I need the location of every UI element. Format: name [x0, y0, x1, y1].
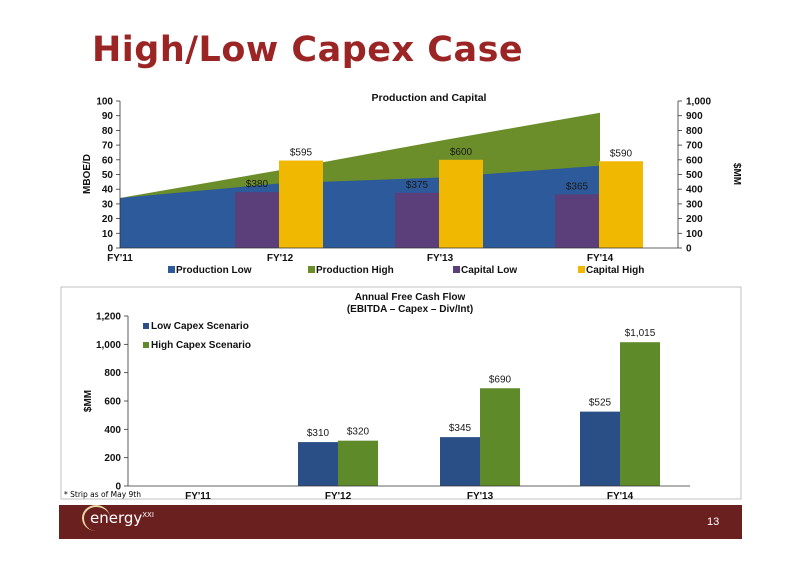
y2-tick-label: 700: [686, 141, 703, 152]
legend-label: Low Capex Scenario: [151, 321, 249, 332]
x-tick-label: FY'12: [325, 491, 352, 502]
bar-low-capex-scenario: [580, 411, 620, 486]
legend-label: High Capex Scenario: [151, 340, 251, 351]
legend-label: Capital Low: [461, 265, 517, 276]
chart-title: Production and Capital: [372, 92, 487, 104]
legend-swatch: [453, 266, 460, 273]
bar-low-capex-scenario: [440, 437, 480, 486]
y-tick-label: 0: [115, 482, 121, 493]
y-tick-label: 100: [96, 97, 113, 108]
legend-swatch: [308, 266, 315, 273]
y2-tick-label: 400: [686, 185, 703, 196]
y-tick-label: 10: [102, 229, 114, 240]
footer-bar: [59, 505, 742, 539]
bar-capital-high: [439, 159, 483, 248]
data-label: $590: [610, 148, 633, 159]
data-label: $595: [290, 148, 313, 159]
legend-swatch: [143, 342, 149, 348]
legend-swatch: [168, 266, 175, 273]
x-tick-label: FY'11: [107, 253, 133, 264]
slide-title: High/Low Capex Case: [92, 30, 524, 70]
x-tick-label: FY'12: [267, 253, 294, 264]
y2-tick-label: 900: [686, 111, 703, 122]
y-tick-label: 200: [104, 453, 121, 464]
legend-label: Production High: [316, 265, 394, 276]
energy-xxi-logo: energyXXI: [82, 505, 154, 531]
data-label: $1,015: [625, 328, 656, 339]
y-tick-label: 1,200: [96, 312, 121, 323]
y-tick-label: 0: [107, 244, 113, 255]
bar-high-capex-scenario: [480, 388, 520, 486]
y-tick-label: 40: [102, 185, 114, 196]
y2-axis-label: $MM: [731, 163, 742, 185]
y2-tick-label: 800: [686, 126, 703, 137]
data-label: $310: [307, 428, 330, 439]
y-tick-label: 90: [102, 111, 114, 122]
y2-tick-label: 1,000: [686, 97, 711, 108]
y2-tick-label: 600: [686, 155, 703, 166]
y2-tick-label: 100: [686, 229, 703, 240]
y-tick-label: 600: [104, 397, 121, 408]
x-tick-label: FY'14: [607, 491, 634, 502]
bar-capital-high: [279, 160, 323, 248]
x-tick-label: FY'13: [467, 491, 494, 502]
bar-low-capex-scenario: [298, 442, 338, 486]
y2-tick-label: 300: [686, 199, 703, 210]
legend-swatch: [578, 266, 585, 273]
data-label: $600: [450, 147, 473, 158]
data-label: $320: [347, 427, 370, 438]
bar-capital-high: [599, 161, 643, 248]
data-label: $690: [489, 374, 512, 385]
bar-capital-low: [555, 194, 599, 248]
y-axis-label: MBOE/D: [82, 154, 93, 194]
bar-capital-low: [235, 192, 279, 248]
legend-label: Capital High: [586, 265, 644, 276]
legend-swatch: [143, 323, 149, 329]
y-tick-label: 60: [102, 155, 114, 166]
data-label: $365: [566, 181, 589, 192]
page-number: 13: [707, 516, 720, 528]
y2-tick-label: 500: [686, 170, 703, 181]
data-label: $525: [589, 398, 612, 409]
chart-subtitle: (EBITDA – Capex – Div/Int): [347, 304, 473, 315]
footnote: * Strip as of May 9th: [64, 490, 142, 499]
x-tick-label: FY'14: [587, 253, 614, 264]
y-tick-label: 800: [104, 368, 121, 379]
bar-capital-low: [395, 192, 439, 248]
y-tick-label: 20: [102, 214, 114, 225]
data-label: $380: [246, 179, 269, 190]
legend-label: Production Low: [176, 265, 252, 276]
y-axis-label: $MM: [83, 390, 94, 412]
y2-tick-label: 200: [686, 214, 703, 225]
y-tick-label: 400: [104, 425, 121, 436]
bar-high-capex-scenario: [620, 342, 660, 486]
x-tick-label: FY'11: [185, 491, 211, 502]
logo-suffix: XXI: [142, 511, 154, 519]
y-tick-label: 80: [102, 126, 114, 137]
chart-title: Annual Free Cash Flow: [355, 292, 466, 303]
data-label: $375: [406, 180, 429, 191]
data-label: $345: [449, 423, 472, 434]
y-tick-label: 70: [102, 141, 114, 152]
y-tick-label: 50: [102, 170, 114, 181]
y-tick-label: 1,000: [96, 340, 121, 351]
bar-high-capex-scenario: [338, 440, 378, 486]
fcf-plot-frame: [60, 286, 742, 500]
y-tick-label: 30: [102, 199, 114, 210]
x-tick-label: FY'13: [427, 253, 454, 264]
y2-tick-label: 0: [686, 244, 692, 255]
logo-swoosh-icon: [82, 505, 110, 531]
